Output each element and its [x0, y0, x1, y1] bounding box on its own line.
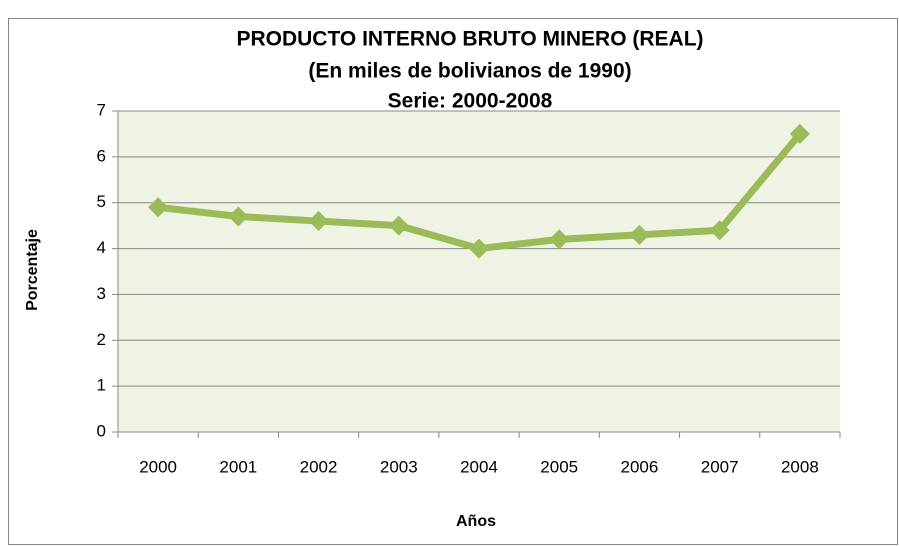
- y-tick-label: 4: [97, 238, 106, 257]
- y-axis-label: Porcentaje: [24, 229, 41, 311]
- x-tick-label: 2001: [219, 457, 257, 476]
- y-tick-label: 0: [97, 421, 106, 440]
- plot-area: [118, 111, 840, 432]
- x-tick-label: 2002: [300, 457, 338, 476]
- x-tick-label: 2003: [380, 457, 418, 476]
- data-point: [308, 211, 329, 232]
- x-tick-label: 2006: [621, 457, 659, 476]
- data-point: [549, 229, 570, 250]
- data-point: [388, 215, 409, 236]
- chart-subtitle: Serie: 2000-2008: [388, 90, 553, 113]
- chart-title: PRODUCTO INTERNO BRUTO MINERO (REAL): [236, 28, 703, 51]
- x-tick-label: 2004: [460, 457, 498, 476]
- y-tick-label: 3: [97, 284, 106, 303]
- x-axis-label: Años: [456, 513, 496, 530]
- x-tick-label: 2008: [781, 457, 819, 476]
- x-tick-label: 2005: [540, 457, 578, 476]
- y-tick-label: 7: [97, 100, 106, 119]
- data-point: [228, 206, 249, 227]
- x-tick-label: 2007: [701, 457, 739, 476]
- data-point: [629, 224, 650, 245]
- data-point: [469, 238, 489, 259]
- y-tick-label: 1: [97, 376, 106, 395]
- data-point: [148, 197, 169, 218]
- data-point: [709, 220, 730, 241]
- y-tick-label: 6: [97, 146, 106, 165]
- y-tick-label: 2: [97, 330, 106, 349]
- chart-subtitle: (En miles de bolivianos de 1990): [308, 60, 631, 83]
- x-tick-label: 2000: [139, 457, 177, 476]
- y-tick-label: 5: [97, 192, 106, 211]
- data-point: [789, 123, 810, 144]
